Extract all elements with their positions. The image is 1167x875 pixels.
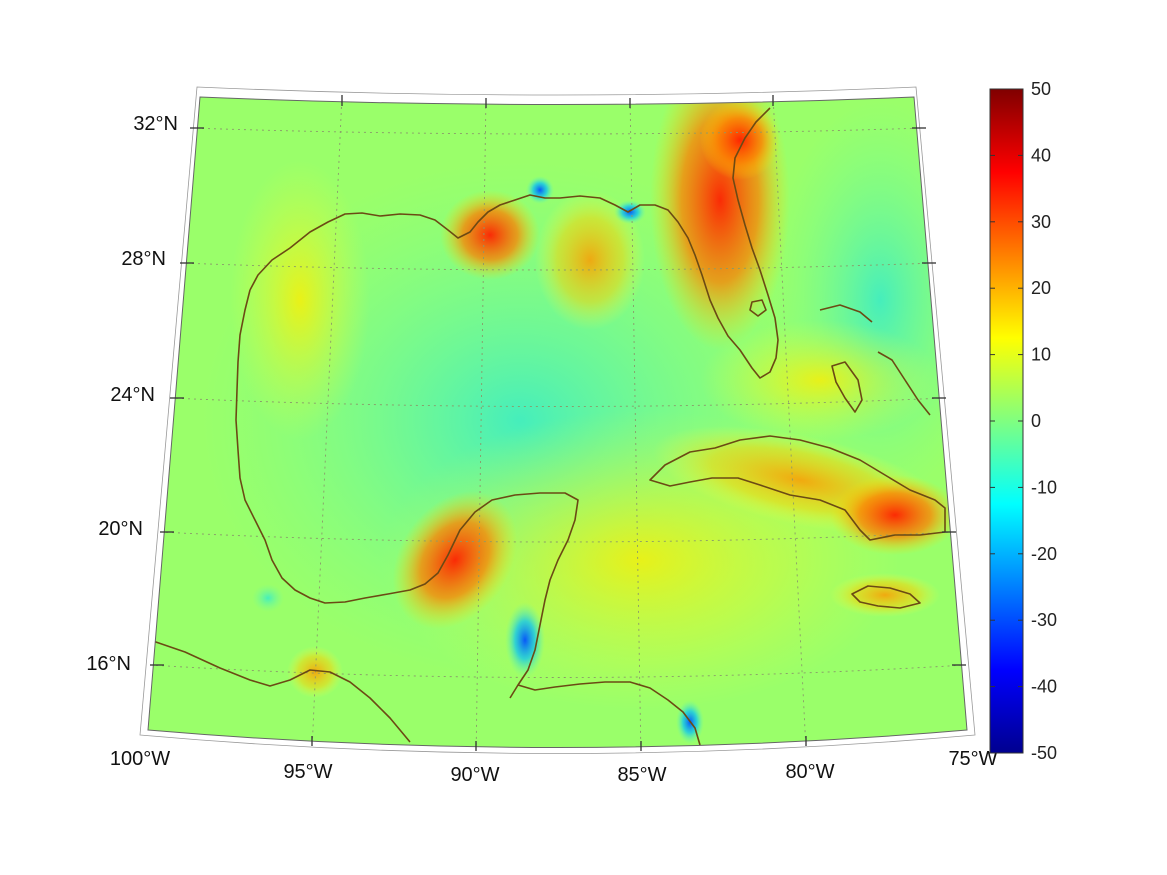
colorbar-tick-label: -30 bbox=[1031, 610, 1057, 630]
colorbar-tick-label: 10 bbox=[1031, 345, 1051, 365]
belize-cold bbox=[505, 602, 545, 678]
graticule-lat-32 bbox=[189, 127, 926, 135]
map-outer-frame bbox=[139, 86, 976, 754]
colorbar-tick-label: -10 bbox=[1031, 477, 1057, 497]
gulf-coastline bbox=[249, 107, 779, 379]
colorbar-tick-label: -20 bbox=[1031, 544, 1057, 564]
graticule-lon-95 bbox=[311, 97, 343, 748]
map-frame bbox=[147, 96, 968, 748]
bahamas-chain bbox=[819, 304, 931, 416]
florida-hot bbox=[650, 97, 790, 350]
colorbar-ticks: 50 40 30 20 10 0 -10 -20 -30 -40 -50 bbox=[990, 79, 1057, 763]
mexico-coastline bbox=[235, 289, 579, 699]
field-layer bbox=[148, 97, 967, 748]
pacific-coast-warm bbox=[287, 646, 343, 698]
apalachicola-cold bbox=[614, 200, 646, 224]
longitude-labels: 100°W 95°W 90°W 85°W 80°W 75°W bbox=[110, 748, 998, 786]
lon-label-75: 75°W bbox=[948, 748, 997, 770]
lat-label-16: 16°N bbox=[86, 653, 131, 675]
pacific-coastline bbox=[149, 639, 411, 743]
bahamas-warm bbox=[700, 320, 940, 440]
colorbar-tick-label: -40 bbox=[1031, 677, 1057, 697]
east-cuba-hot bbox=[830, 475, 960, 555]
mississippi-cold bbox=[526, 176, 554, 204]
lat-label-28: 28°N bbox=[121, 248, 166, 270]
colorbar-tick-label: 20 bbox=[1031, 278, 1051, 298]
colorbar-tick-label: 50 bbox=[1031, 79, 1051, 99]
lat-label-20: 20°N bbox=[98, 518, 143, 540]
lon-label-100: 100°W bbox=[110, 748, 170, 770]
latitude-labels: 32°N 28°N 24°N 20°N 16°N bbox=[86, 113, 178, 675]
lon-label-90: 90°W bbox=[450, 764, 499, 786]
graticule bbox=[149, 97, 966, 748]
coastlines bbox=[149, 107, 946, 746]
central-america-coastline bbox=[517, 681, 701, 746]
lon-label-85: 85°W bbox=[617, 764, 666, 786]
lon-label-80: 80°W bbox=[785, 761, 834, 783]
alabama-warm bbox=[535, 190, 645, 330]
frame-ticks bbox=[150, 95, 966, 751]
jamaica-outline bbox=[851, 585, 921, 609]
colorbar: 50 40 30 20 10 0 -10 -20 -30 -40 -50 bbox=[989, 79, 1057, 763]
colorbar-tick-label: 0 bbox=[1031, 411, 1041, 431]
colorbar-tick-label: 40 bbox=[1031, 145, 1051, 165]
colorbar-tick-label: 30 bbox=[1031, 212, 1051, 232]
georgia-hot bbox=[700, 100, 780, 180]
andros-island-outline bbox=[831, 361, 863, 413]
lat-label-24: 24°N bbox=[110, 384, 155, 406]
graticule-lon-80 bbox=[772, 97, 807, 748]
yucatan-hot bbox=[392, 490, 518, 630]
lon-label-95: 95°W bbox=[283, 761, 332, 783]
lake-okeechobee bbox=[749, 299, 767, 317]
jamaica-warm bbox=[830, 573, 940, 617]
texas-coast-warm bbox=[230, 160, 370, 440]
lat-label-32: 32°N bbox=[133, 113, 178, 135]
graticule-lat-20 bbox=[159, 531, 956, 543]
colorbar-tick-label: -50 bbox=[1031, 743, 1057, 763]
louisiana-hot bbox=[440, 190, 540, 280]
veracruz-cool bbox=[252, 584, 284, 612]
